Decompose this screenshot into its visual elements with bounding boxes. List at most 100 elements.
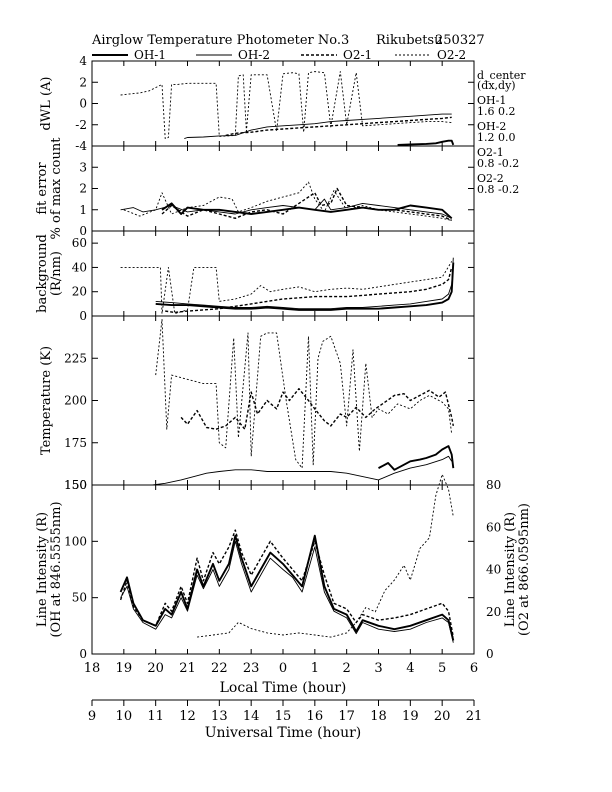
ut-tick-label: 11 bbox=[147, 709, 164, 724]
local-time-tick-label: 18 bbox=[84, 661, 101, 676]
dcenter-annotation: d_center(dx,dy) OH-11.6 0.2 OH-21.2 0.0 O2-… bbox=[477, 69, 526, 196]
panel-frame-dwl bbox=[91, 60, 475, 147]
right-y-tick-label: 80 bbox=[486, 478, 501, 492]
local-time-tick-label: 5 bbox=[438, 661, 446, 676]
y-tick-label: 40 bbox=[72, 260, 87, 274]
series-intensity-oh-2 bbox=[120, 540, 454, 643]
panel-fiterror: 0 1 2 3 fit error% of max count bbox=[35, 137, 475, 240]
right-y-tick-label: 20 bbox=[486, 605, 501, 619]
y-tick-label: 150 bbox=[64, 478, 87, 492]
y-axis-label-1: % of max count bbox=[49, 137, 64, 240]
dcenter-value-o2-2: 0.8 -0.2 bbox=[477, 183, 519, 196]
series-background-o2-1 bbox=[165, 267, 453, 314]
ut-tick-label: 16 bbox=[307, 709, 324, 724]
dcenter-name-o2-2: O2-2 bbox=[477, 172, 504, 185]
y-axis-label-0: Temperature (K) bbox=[39, 346, 54, 455]
y-tick-label: 3 bbox=[79, 160, 87, 174]
ut-tick-label: 19 bbox=[402, 709, 419, 724]
series-fiterror-oh-2 bbox=[120, 198, 452, 219]
y-tick-label: 0 bbox=[79, 224, 87, 238]
chart-title: Airglow Temperature Photometer No.3 bbox=[91, 33, 349, 48]
right-y-axis-label-0: Line Intensity (R) bbox=[503, 512, 518, 627]
ut-tick-label: 10 bbox=[116, 709, 133, 724]
series-fiterror-o2-2 bbox=[123, 181, 452, 221]
y-tick-label: 4 bbox=[79, 54, 87, 68]
local-time-tick-label: 0 bbox=[279, 661, 287, 676]
ut-tick-label: 12 bbox=[179, 709, 196, 724]
local-time-tick-label: 19 bbox=[116, 661, 133, 676]
dcenter-value-oh-2: 1.2 0.0 bbox=[477, 131, 515, 144]
local-time-tick-label: 22 bbox=[211, 661, 228, 676]
series-dwl-o2-1 bbox=[225, 116, 452, 137]
series-temperature-oh-2 bbox=[152, 455, 453, 486]
series-background-o2-2 bbox=[120, 261, 453, 315]
local-time-tick-label: 4 bbox=[406, 661, 414, 676]
y-tick-label: 175 bbox=[64, 436, 87, 450]
local-time-axis-label: Local Time (hour) bbox=[220, 680, 347, 696]
local-time-tick-label: 3 bbox=[374, 661, 382, 676]
series-temperature-o2-2 bbox=[155, 318, 453, 469]
ut-tick-label: 14 bbox=[243, 709, 260, 724]
series-fiterror-o2-1 bbox=[161, 187, 452, 222]
panel-dwl: -4 -2 0 2 4 dWL (A) bbox=[39, 54, 475, 153]
dcenter-value-o2-1: 0.8 -0.2 bbox=[477, 157, 519, 170]
y-tick-label: 100 bbox=[64, 534, 87, 548]
right-y-tick-label: 0 bbox=[486, 647, 494, 661]
y-axis-label-0: dWL (A) bbox=[39, 77, 54, 131]
ut-tick-label: 17 bbox=[338, 709, 355, 724]
series-background-oh-2 bbox=[155, 257, 454, 310]
local-time-tick-label: 2 bbox=[343, 661, 351, 676]
y-tick-label: 20 bbox=[72, 285, 87, 299]
y-tick-label: 2 bbox=[79, 182, 87, 196]
series-intensity-o2-2 bbox=[197, 473, 454, 638]
dcenter-name-oh-1: OH-1 bbox=[477, 94, 506, 107]
ut-axis-label: Universal Time (hour) bbox=[205, 725, 362, 741]
series-dwl-oh-1 bbox=[397, 139, 455, 146]
ut-tick-label: 21 bbox=[466, 709, 483, 724]
y-tick-label: 1 bbox=[79, 203, 87, 217]
series-temperature-oh-1 bbox=[378, 445, 455, 471]
series-background-oh-1 bbox=[155, 262, 455, 311]
y-tick-label: 0 bbox=[79, 309, 87, 323]
ut-tick-label: 13 bbox=[211, 709, 228, 724]
legend-label-o2-2: O2-2 bbox=[437, 48, 466, 62]
y-axis-label-0: fit error bbox=[35, 162, 50, 215]
y-tick-label: 0 bbox=[79, 97, 87, 111]
y-tick-label: 225 bbox=[64, 351, 87, 365]
y-tick-label: 150 bbox=[64, 478, 87, 492]
local-time-tick-label: 20 bbox=[147, 661, 164, 676]
right-y-tick-label: 40 bbox=[486, 563, 501, 577]
y-axis-label-1: (OH at 846.5555nm) bbox=[49, 501, 64, 637]
date-code: 250327 bbox=[435, 33, 485, 48]
dcenter-title-1: (dx,dy) bbox=[477, 79, 516, 92]
dcenter-value-oh-1: 1.6 0.2 bbox=[477, 105, 515, 118]
panel-frame-fiterror bbox=[91, 145, 475, 232]
dcenter-name-oh-2: OH-2 bbox=[477, 120, 506, 133]
y-tick-label: 60 bbox=[72, 236, 87, 250]
dcenter-title-0: d_center bbox=[477, 69, 526, 82]
y-tick-label: -2 bbox=[75, 118, 87, 132]
y-tick-label: 200 bbox=[64, 394, 87, 408]
ut-tick-label: 18 bbox=[370, 709, 387, 724]
legend-label-oh-2: OH-2 bbox=[238, 48, 270, 62]
plot-panels: -4 -2 0 2 4 dWL (A) 0 1 2 3 fit error% of max coun… bbox=[35, 54, 532, 661]
local-time-tick-label: 21 bbox=[179, 661, 196, 676]
panel-background: 0 20 40 60 background (R/nm) bbox=[35, 230, 475, 323]
y-axis-label-0: background bbox=[35, 234, 50, 313]
y-tick-label: 2 bbox=[79, 75, 87, 89]
right-y-axis-label-1: (O2 at 866.0595nm) bbox=[517, 503, 532, 636]
series-intensity-oh-1 bbox=[119, 534, 455, 641]
dcenter-name-o2-1: O2-1 bbox=[477, 146, 504, 159]
y-tick-label: -4 bbox=[75, 139, 87, 153]
local-time-tick-label: 6 bbox=[470, 661, 478, 676]
station-name: Rikubetsu bbox=[376, 33, 442, 48]
legend-label-oh-1: OH-1 bbox=[134, 48, 166, 62]
y-tick-label: 0 bbox=[79, 647, 87, 661]
panel-temperature: 150 175 200 225 Temperature (K) bbox=[39, 315, 475, 492]
ut-tick-label: 9 bbox=[88, 709, 96, 724]
local-time-tick-label: 1 bbox=[311, 661, 319, 676]
legend-label-o2-1: O2-1 bbox=[343, 48, 372, 62]
